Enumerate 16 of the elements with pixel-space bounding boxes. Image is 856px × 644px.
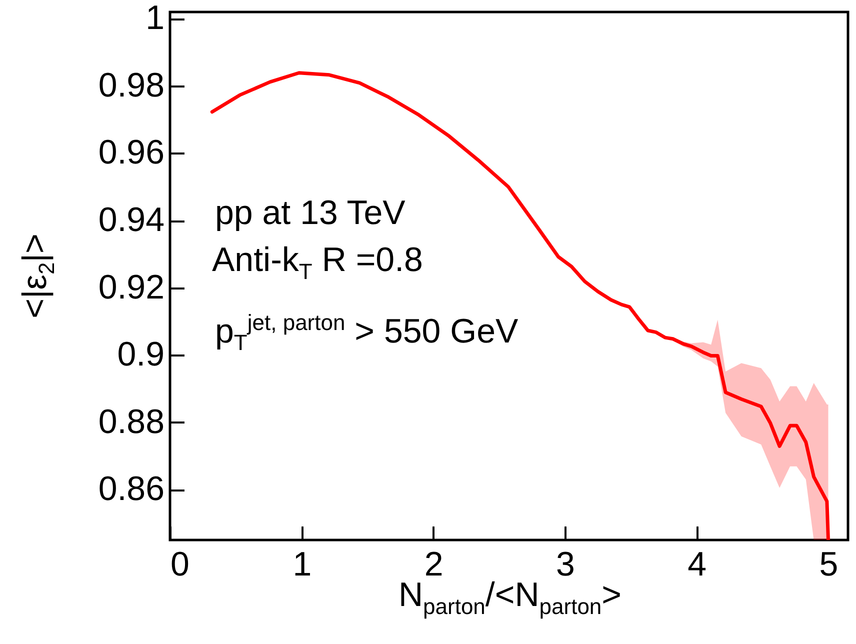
x-tick-label: 1 xyxy=(292,546,312,584)
x-tick-label: 0 xyxy=(170,546,190,584)
annotation: p$_{T}$$^{jet, parton}$ > 550 GeV xyxy=(215,310,518,356)
annotation: Anti-k$_{T}$ R =0.8 xyxy=(212,241,423,284)
x-tick-label: 5 xyxy=(819,546,838,584)
y-tick-label: 0.9 xyxy=(117,336,164,374)
line-series xyxy=(210,71,830,540)
y-tick-label: 0.96 xyxy=(98,134,164,172)
annotation: pp at 13 TeV xyxy=(215,194,406,232)
y-tick-label: 0.98 xyxy=(98,66,164,104)
y-tick-label: 0.94 xyxy=(98,201,164,240)
y-tick-label: 0.88 xyxy=(98,402,164,441)
y-tick-label: 0.86 xyxy=(98,470,164,508)
y-tick-label: 0.92 xyxy=(98,268,164,306)
x-tick-label: 4 xyxy=(688,546,707,584)
y-tick-label: 1 xyxy=(146,0,164,38)
